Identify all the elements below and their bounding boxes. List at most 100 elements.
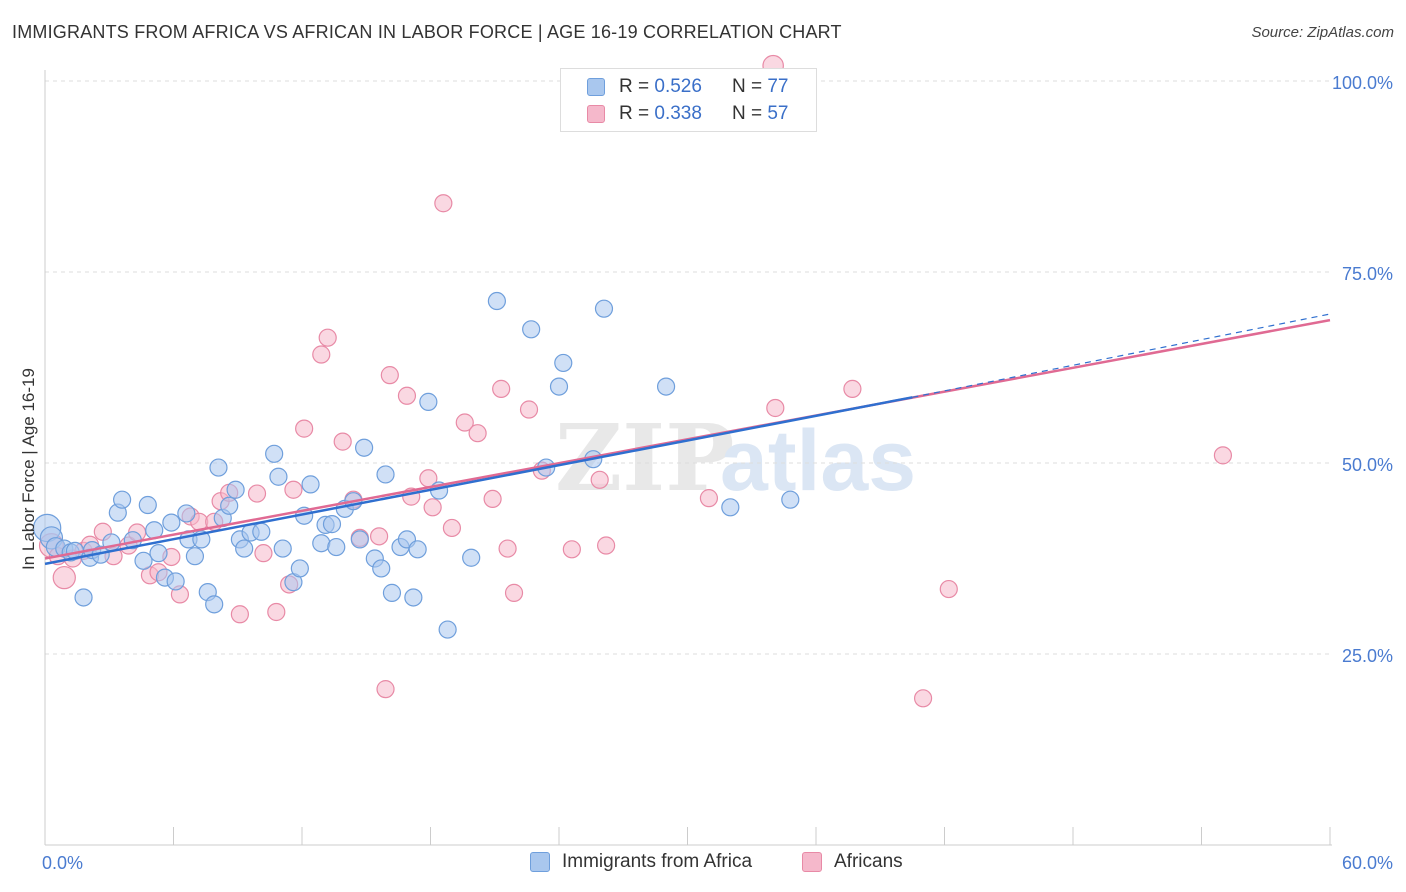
tick-labels: 25.0% 50.0% 75.0% 100.0% 0.0% 60.0% — [42, 73, 1393, 873]
data-point — [205, 595, 224, 614]
data-point — [404, 588, 423, 607]
data-point — [423, 498, 442, 517]
data-point — [597, 536, 616, 555]
data-point — [247, 484, 267, 503]
data-point — [235, 539, 254, 558]
data-point — [419, 392, 438, 411]
data-point — [273, 539, 292, 558]
y-axis-label: In Labor Force | Age 16-19 — [19, 368, 38, 570]
data-point — [185, 547, 205, 566]
data-point — [177, 504, 196, 523]
data-point — [455, 413, 474, 432]
legend-swatch-pink — [587, 105, 605, 123]
bottom-legend-label: Immigrants from Africa — [562, 851, 753, 872]
watermark: ZIP atlas — [555, 404, 916, 512]
trend-lines — [44, 313, 1331, 566]
data-point — [230, 605, 249, 624]
data-point — [380, 366, 399, 385]
data-point — [522, 320, 541, 339]
data-point — [134, 551, 153, 570]
legend-n-label: N = — [731, 103, 763, 124]
data-point — [913, 689, 933, 708]
data-point — [322, 515, 342, 534]
data-point — [269, 467, 288, 486]
data-point — [492, 379, 511, 398]
data-point — [301, 475, 320, 494]
data-point — [549, 377, 569, 396]
data-point — [376, 680, 395, 699]
data-point — [355, 438, 374, 457]
y-tick-label: 25.0% — [1342, 646, 1393, 666]
data-point — [209, 458, 228, 477]
x-tick-label: 0.0% — [42, 853, 83, 873]
data-point — [408, 540, 427, 559]
y-tick-label: 100.0% — [1332, 73, 1393, 93]
data-point — [487, 291, 506, 311]
data-point — [370, 527, 389, 546]
data-point — [376, 465, 395, 484]
data-point — [162, 513, 181, 532]
source-label: Source: ZipAtlas.com — [1251, 24, 1394, 41]
data-point — [766, 398, 785, 418]
axes — [44, 70, 1332, 846]
legend-n-value: 77 — [767, 76, 789, 97]
data-point — [1213, 446, 1233, 465]
data-point — [252, 522, 271, 541]
y-tick-label: 50.0% — [1342, 455, 1393, 475]
data-point — [939, 579, 958, 599]
legend-r-value: 0.338 — [654, 103, 702, 124]
data-point — [382, 583, 402, 602]
trend-line-immigrants — [44, 396, 913, 566]
gridlines — [45, 80, 1332, 655]
legend-swatch-blue — [587, 78, 605, 96]
bottom-legend-immigrants: Immigrants from Africa — [530, 851, 752, 873]
data-point — [462, 548, 481, 567]
data-point — [220, 496, 239, 515]
data-point — [562, 540, 581, 559]
data-point — [372, 559, 391, 578]
data-point — [843, 379, 862, 398]
legend-n-value: 57 — [767, 103, 789, 124]
data-point — [318, 328, 337, 347]
bottom-legend-swatch-blue — [530, 852, 550, 872]
legend-r-label: R = — [619, 103, 650, 124]
data-point — [468, 424, 487, 443]
data-point — [267, 602, 286, 622]
data-point — [112, 490, 132, 509]
legend-r-label: R = — [619, 76, 650, 97]
bottom-legend-swatch-pink — [802, 852, 822, 872]
data-point — [265, 444, 284, 463]
data-point — [590, 470, 609, 489]
bottom-legend-africans: Africans — [802, 851, 903, 873]
data-point — [284, 480, 303, 499]
data-point — [295, 419, 314, 438]
data-point — [166, 572, 185, 591]
data-point — [52, 565, 76, 590]
legend-row-immigrants: R = 0.526 N = 77 — [587, 75, 788, 99]
legend-r-value: 0.526 — [654, 76, 702, 97]
data-point — [312, 345, 331, 364]
data-point — [781, 490, 800, 509]
legend-n-label: N = — [731, 76, 763, 97]
x-tick-label: 60.0% — [1342, 853, 1393, 873]
data-point — [504, 583, 524, 602]
data-point — [226, 480, 245, 499]
data-point — [554, 353, 573, 373]
data-point — [327, 537, 346, 557]
data-point — [254, 544, 273, 563]
bottom-legend-label: Africans — [834, 851, 903, 872]
data-point — [699, 489, 719, 508]
data-point — [397, 386, 417, 405]
trend-line-immigrants-extension — [912, 313, 1331, 398]
data-point — [333, 432, 352, 451]
data-point — [290, 559, 309, 578]
data-point — [442, 518, 462, 538]
data-point — [498, 539, 517, 558]
legend-row-africans: R = 0.338 N = 57 — [587, 102, 788, 126]
data-point — [483, 489, 502, 509]
correlation-legend: R = 0.526 N = 77 R = 0.338 N = 57 — [560, 68, 817, 132]
y-tick-label: 75.0% — [1342, 264, 1393, 284]
data-point — [594, 299, 614, 318]
data-point — [434, 194, 453, 213]
